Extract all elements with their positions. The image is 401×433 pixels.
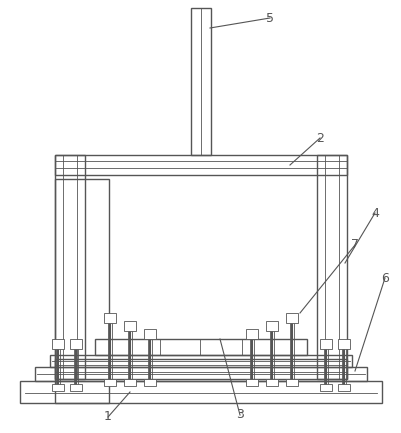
Bar — [316, 155, 346, 379]
Bar — [245, 379, 257, 386]
Bar — [144, 379, 156, 386]
Bar — [245, 329, 257, 339]
Bar — [55, 359, 346, 379]
Bar — [104, 379, 116, 386]
Text: 1: 1 — [104, 410, 111, 423]
Bar — [265, 321, 277, 331]
Text: 4: 4 — [370, 207, 378, 220]
Bar — [50, 355, 351, 367]
Bar — [52, 339, 64, 349]
Bar — [337, 339, 349, 349]
Bar — [55, 155, 85, 379]
Bar — [70, 384, 82, 391]
Bar — [104, 313, 116, 323]
Bar — [285, 379, 297, 386]
Bar — [55, 155, 346, 175]
Bar — [319, 339, 331, 349]
Text: 5: 5 — [265, 12, 273, 25]
Bar — [337, 384, 349, 391]
Bar — [285, 313, 297, 323]
Bar — [190, 8, 211, 155]
Bar — [55, 179, 109, 403]
Text: 7: 7 — [350, 239, 358, 252]
Text: 3: 3 — [235, 408, 243, 421]
Bar — [95, 339, 306, 355]
Bar — [52, 384, 64, 391]
Bar — [144, 329, 156, 339]
Bar — [124, 379, 136, 386]
Text: 6: 6 — [380, 271, 388, 284]
Bar — [319, 384, 331, 391]
Text: 2: 2 — [315, 132, 323, 145]
Bar — [124, 321, 136, 331]
Bar — [20, 381, 381, 403]
Bar — [265, 379, 277, 386]
Bar — [35, 367, 366, 381]
Bar — [70, 339, 82, 349]
